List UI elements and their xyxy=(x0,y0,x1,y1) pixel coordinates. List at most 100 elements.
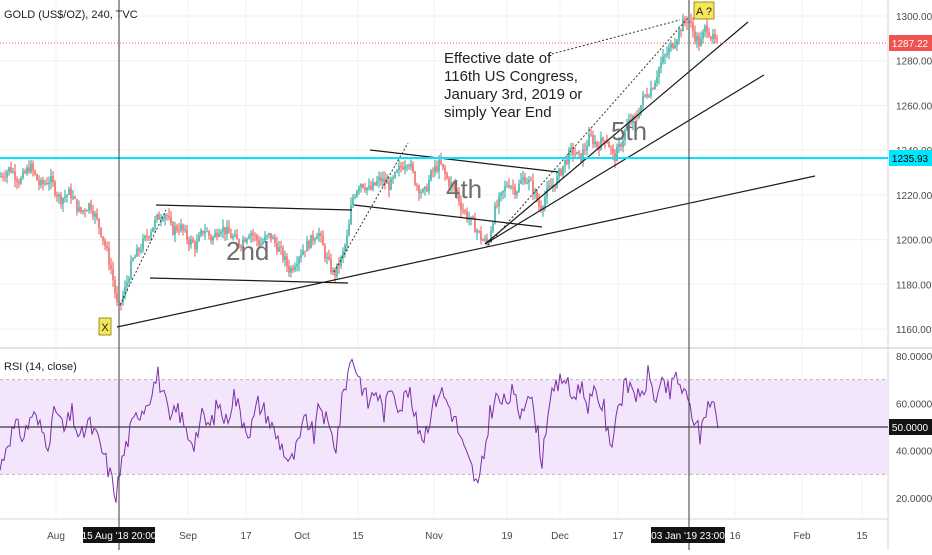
candle-body xyxy=(488,241,490,243)
level-price-label: 1235.93 xyxy=(892,154,929,165)
candle-body xyxy=(520,180,522,184)
dotted-2 xyxy=(333,142,409,273)
candle-body xyxy=(388,181,390,190)
date-tick-label: Aug xyxy=(47,531,65,542)
candle-body xyxy=(410,163,412,167)
candle-body xyxy=(334,269,336,276)
rsi-series xyxy=(0,358,719,503)
candle-body xyxy=(272,237,274,240)
candle-body xyxy=(450,182,452,187)
candle-body xyxy=(306,241,308,252)
candle-body xyxy=(656,77,658,83)
candle-body xyxy=(260,243,262,246)
candle-body xyxy=(48,182,50,185)
symbol-legend[interactable]: GOLD (US$/OZ), 240, TVC xyxy=(4,9,138,21)
candle-body xyxy=(516,191,518,195)
candle-body xyxy=(212,237,214,241)
candle-body xyxy=(22,171,24,178)
candle-body xyxy=(364,187,366,191)
candle-body xyxy=(406,165,408,167)
candle-body xyxy=(206,231,208,233)
candle-body xyxy=(256,235,258,241)
candle-body xyxy=(666,53,668,56)
candle-body xyxy=(170,217,172,223)
candle-body xyxy=(54,182,56,195)
channel-4-bottom[interactable] xyxy=(353,204,543,228)
candle-body xyxy=(490,231,492,242)
candle-body xyxy=(12,171,14,173)
candle-body xyxy=(26,167,28,174)
congress-annotation[interactable]: Effective date of 116th US Congress, Jan… xyxy=(444,50,582,121)
candle-body xyxy=(154,219,156,228)
channel-2-bottom[interactable] xyxy=(149,277,349,284)
trendlines[interactable] xyxy=(116,21,816,328)
annotation-line-1: Effective date of xyxy=(444,50,552,67)
candle-body xyxy=(398,165,400,171)
candle-body xyxy=(10,167,12,173)
candle-body xyxy=(168,215,170,218)
candle-body xyxy=(92,210,94,217)
candle-body xyxy=(358,187,360,192)
base-trendline[interactable] xyxy=(116,175,816,328)
candle-body xyxy=(566,159,568,164)
candle-body xyxy=(146,235,148,237)
candle-body xyxy=(354,196,356,198)
level-price-badge: 1235.93 xyxy=(889,150,932,166)
candle-body xyxy=(136,248,138,257)
candle-body xyxy=(586,146,588,150)
candle-body xyxy=(528,179,530,184)
candle-body xyxy=(716,38,718,40)
last-price-badge: 1287.22 xyxy=(889,35,932,51)
candle-body xyxy=(690,21,692,23)
candle-body xyxy=(214,232,216,238)
candle-body xyxy=(236,234,238,240)
candle-body xyxy=(192,239,194,243)
marker-a-label: A ? xyxy=(696,6,712,18)
price-tick-label: 1280.00 xyxy=(896,57,932,68)
candle-body xyxy=(78,207,80,212)
candle-body xyxy=(314,239,316,241)
candle-body xyxy=(378,177,380,182)
candle-body xyxy=(84,210,86,212)
candle-body xyxy=(250,232,252,237)
date-axis-ticks[interactable]: Aug Sep 17 Oct 15 Nov 19 Dec 17 16 Feb 15 xyxy=(47,531,868,542)
candle-body xyxy=(540,206,542,211)
candle-body xyxy=(72,196,74,199)
wave-5-upper[interactable] xyxy=(484,21,749,245)
wave-5-lower[interactable] xyxy=(484,74,765,245)
candle-body xyxy=(322,235,324,246)
candle-body xyxy=(300,254,302,258)
candle-body xyxy=(310,234,312,249)
candle-body xyxy=(34,170,36,175)
candle-body xyxy=(558,169,560,177)
rsi-line xyxy=(0,358,719,503)
marker-x[interactable]: X xyxy=(98,317,112,336)
marker-a[interactable]: A ? xyxy=(693,1,715,20)
candle-body xyxy=(348,224,350,237)
candle-body xyxy=(46,183,48,185)
channel-2-top[interactable] xyxy=(155,204,353,211)
candle-body xyxy=(264,236,266,242)
candle-body xyxy=(626,124,628,131)
candle-body xyxy=(122,295,124,303)
candle-body xyxy=(18,181,20,184)
candle-body xyxy=(258,240,260,246)
candle-body xyxy=(638,114,640,118)
candle-body xyxy=(270,233,272,240)
candle-body xyxy=(352,197,354,206)
candles xyxy=(0,13,718,311)
candle-body xyxy=(496,205,498,207)
candle-body xyxy=(514,186,516,195)
candle-body xyxy=(582,149,584,162)
candle-body xyxy=(650,88,652,97)
candle-body xyxy=(266,235,268,237)
candle-body xyxy=(648,96,650,98)
candle-body xyxy=(708,32,710,37)
candle-body xyxy=(414,171,416,185)
rsi-legend[interactable]: RSI (14, close) xyxy=(4,361,77,373)
candle-body xyxy=(418,186,420,194)
candle-body xyxy=(596,141,598,147)
candle-body xyxy=(676,40,678,46)
rsi-axis-ticks[interactable]: 20.0000 40.0000 60.0000 80.0000 xyxy=(896,352,932,505)
